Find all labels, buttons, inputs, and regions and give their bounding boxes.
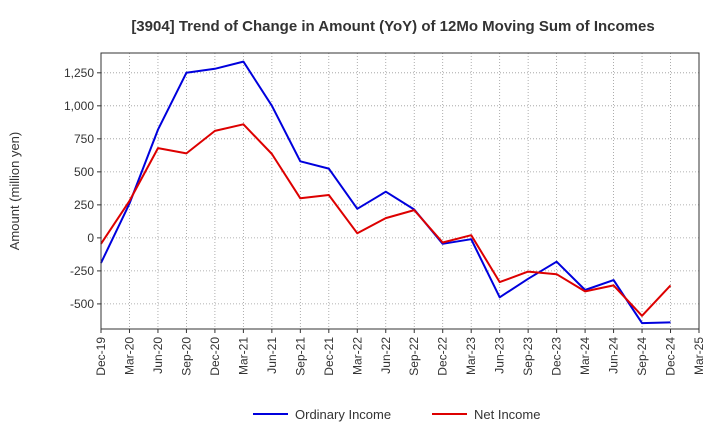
x-tick-label: Dec-22 [436,337,450,376]
x-tick-label: Jun-23 [493,337,507,374]
y-tick-label: 1,000 [64,99,94,113]
legend-label-net-income: Net Income [474,407,540,422]
x-tick-label: Mar-22 [350,337,364,375]
y-tick-label: 250 [74,198,94,212]
x-tick-label: Sep-23 [521,337,535,376]
x-tick-label: Jun-24 [607,337,621,374]
x-tick-label: Mar-24 [578,337,592,375]
x-tick-label: Dec-24 [664,337,678,376]
series-line-ordinary-income [100,60,671,325]
plot-frame [100,52,700,330]
y-tick-label: 500 [74,165,94,179]
x-tick-label: Dec-23 [550,337,564,376]
x-tick-label: Mar-25 [692,337,706,375]
x-tick-label: Mar-21 [236,337,250,375]
x-tick-label: Sep-20 [179,337,193,376]
x-tick-label: Sep-22 [407,337,421,376]
series-layer [100,60,672,325]
x-tick-label: Dec-19 [94,337,108,376]
y-tick-label: -500 [70,297,94,311]
legend-label-ordinary-income: Ordinary Income [295,407,391,422]
x-tick-label: Dec-21 [322,337,336,376]
y-axis-ticks: -500 -250 0 250 500 750 1,000 1,250 [64,66,101,311]
y-tick-label: 750 [74,132,94,146]
x-tick-label: Jun-20 [151,337,165,374]
x-tick-label: Sep-21 [293,337,307,376]
chart-title: [3904] Trend of Change in Amount (YoY) o… [131,18,654,35]
x-tick-label: Mar-23 [464,337,478,375]
x-axis-ticks: Dec-19 Mar-20 Jun-20 Sep-20 Dec-20 Mar-21 Jun-… [94,329,706,376]
y-tick-label: 1,250 [64,66,94,80]
x-tick-label: Sep-24 [635,337,649,376]
x-tick-label: Jun-22 [379,337,393,374]
y-tick-label: -250 [70,264,94,278]
legend: Ordinary Income Net Income [253,407,540,422]
y-tick-label: 0 [87,231,94,245]
x-tick-label: Jun-21 [265,337,279,374]
grid [101,53,699,329]
y-axis-label: Amount (million yen) [7,132,22,251]
series-line-net-income [100,123,672,317]
x-tick-label: Mar-20 [122,337,136,375]
x-tick-label: Dec-20 [208,337,222,376]
